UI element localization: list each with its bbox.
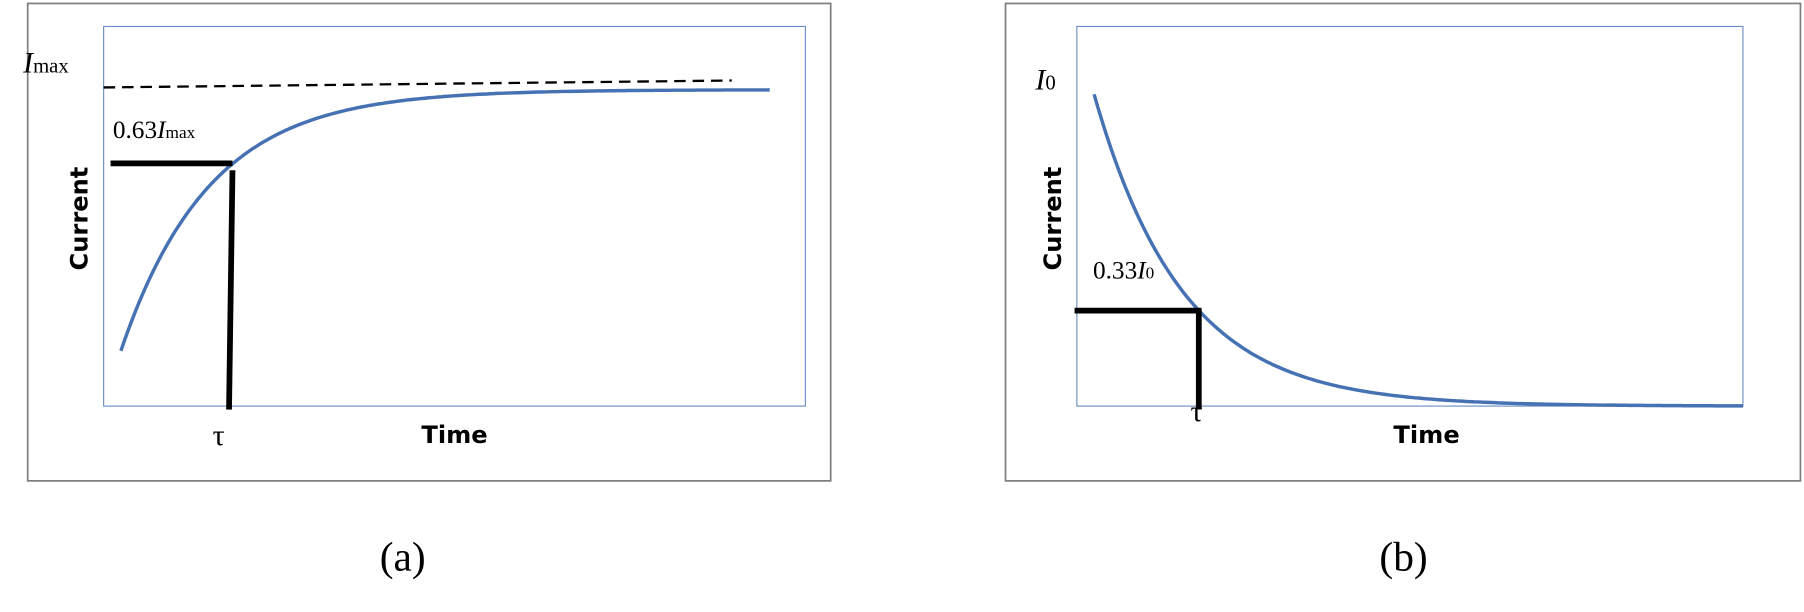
panel-label: (a) [380, 534, 426, 581]
marker-label: 0.33I0 [1093, 256, 1154, 284]
tau-label: τ [213, 419, 225, 452]
coefficient: 0.63 [113, 116, 157, 144]
symbol: I [1136, 256, 1147, 284]
subscript: max [166, 123, 196, 142]
subscript: 0 [1146, 263, 1155, 282]
symbol: I [1034, 64, 1047, 97]
symbol: I [156, 116, 167, 144]
symbol: I [22, 46, 35, 79]
panel-label: (b) [1379, 534, 1427, 581]
x-axis-title: Time [421, 421, 487, 449]
panel-frame [1004, 2, 1802, 482]
panel-frame [26, 2, 832, 482]
rise-curve [119, 88, 770, 352]
plot-area [1076, 25, 1744, 407]
x-axis-title: Time [1393, 421, 1459, 449]
decay-curve [1092, 93, 1743, 408]
marker-line [226, 170, 236, 410]
tau-label: τ [1190, 395, 1202, 428]
y-axis-title: Current [66, 167, 94, 271]
plot-area [103, 25, 806, 407]
level-label: Imax [22, 46, 69, 79]
y-axis-title: Current [1039, 167, 1067, 271]
subscript: 0 [1045, 73, 1055, 95]
level-label: I0 [1034, 64, 1055, 97]
asymptote [103, 79, 732, 89]
coefficient: 0.33 [1093, 256, 1137, 284]
subscript: max [33, 55, 69, 77]
marker-label: 0.63Imax [113, 116, 196, 144]
